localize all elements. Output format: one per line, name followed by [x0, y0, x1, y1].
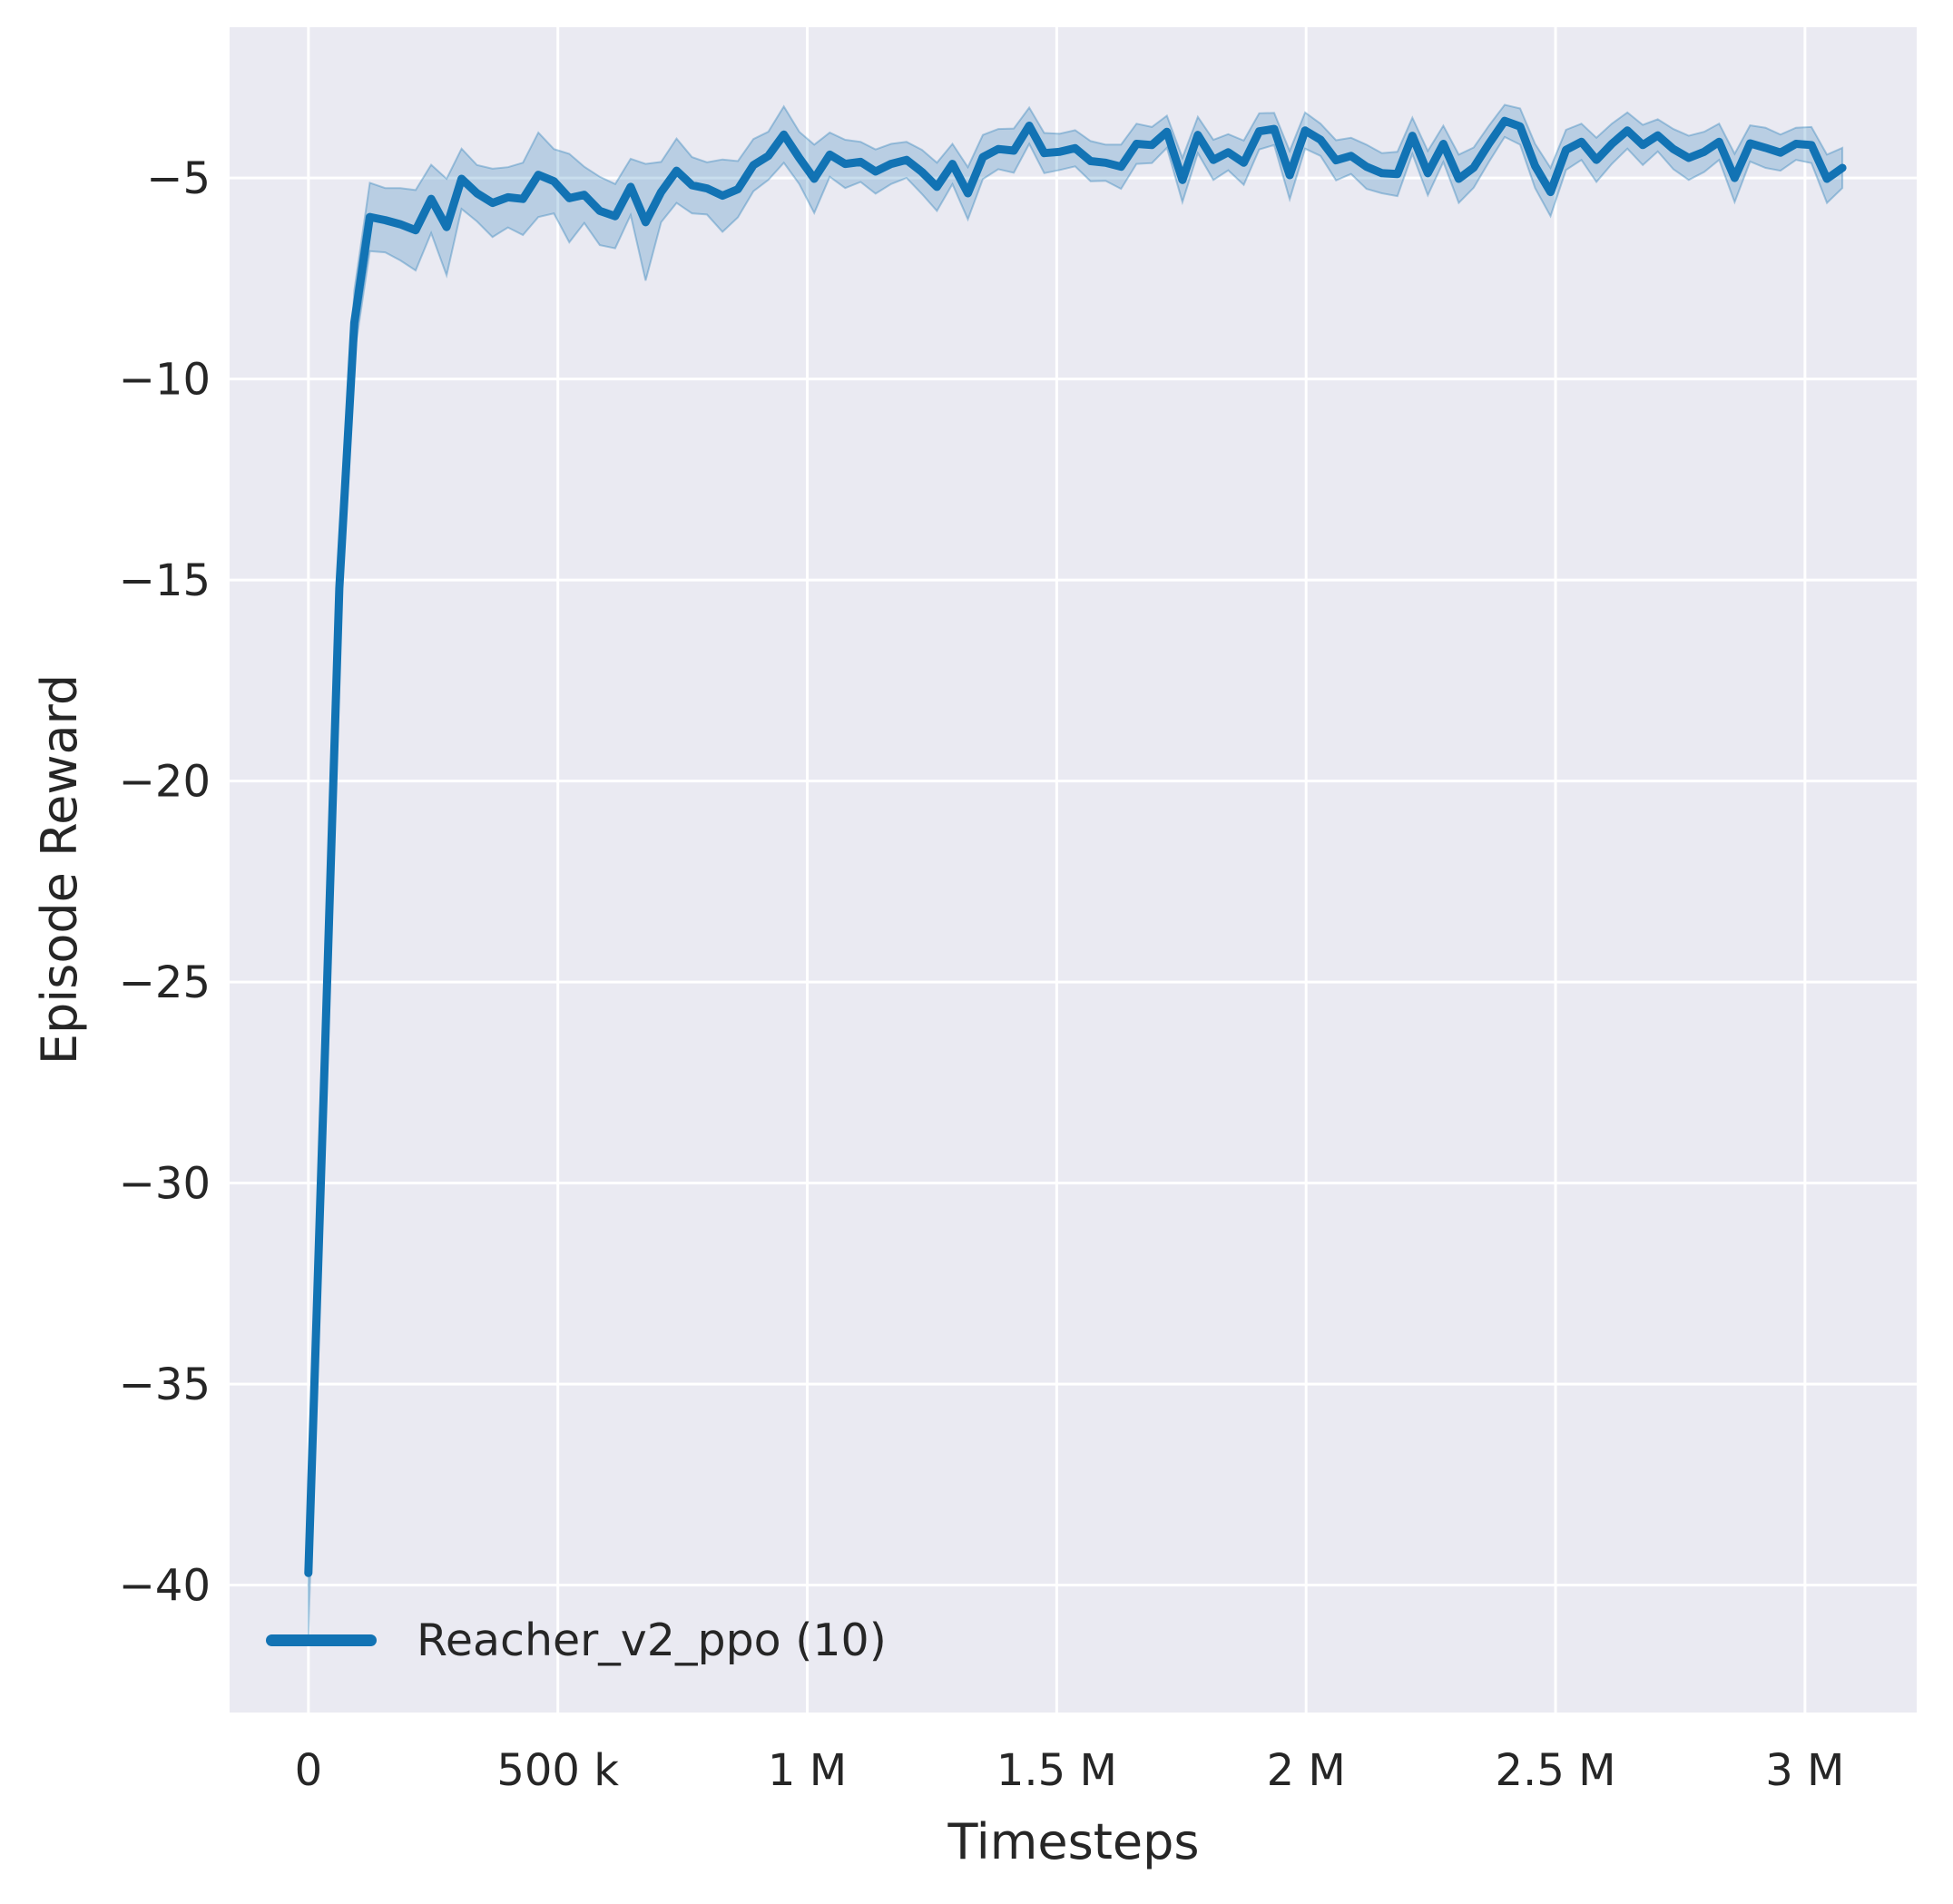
x-tick-label: 2.5 M	[1496, 1745, 1616, 1796]
legend: Reacher_v2_ppo (10)	[266, 1611, 887, 1669]
x-tick-label: 3 M	[1765, 1745, 1844, 1796]
x-tick-label: 1 M	[768, 1745, 847, 1796]
x-tick-label: 500 k	[496, 1745, 619, 1796]
x-axis-label: Timesteps	[947, 1813, 1200, 1870]
y-tick-label: −25	[119, 957, 211, 1008]
y-tick-label: −5	[146, 153, 211, 204]
y-tick-label: −20	[119, 757, 211, 808]
y-tick-label: −10	[119, 355, 211, 406]
legend-label: Reacher_v2_ppo (10)	[417, 1614, 887, 1666]
y-tick-label: −35	[119, 1359, 211, 1410]
x-tick-label: 2 M	[1267, 1745, 1346, 1796]
confidence-band	[307, 103, 1844, 1635]
mean-reward-line	[304, 116, 1847, 1577]
x-tick-label: 0	[295, 1745, 323, 1796]
y-tick-label: −15	[119, 555, 211, 606]
x-tick-label: 1.5 M	[996, 1745, 1117, 1796]
y-axis-label: Episode Reward	[31, 673, 88, 1065]
y-tick-label: −30	[119, 1159, 211, 1210]
legend-line-swatch	[266, 1634, 377, 1646]
plot-background	[230, 27, 1917, 1713]
y-tick-label: −40	[119, 1561, 211, 1612]
